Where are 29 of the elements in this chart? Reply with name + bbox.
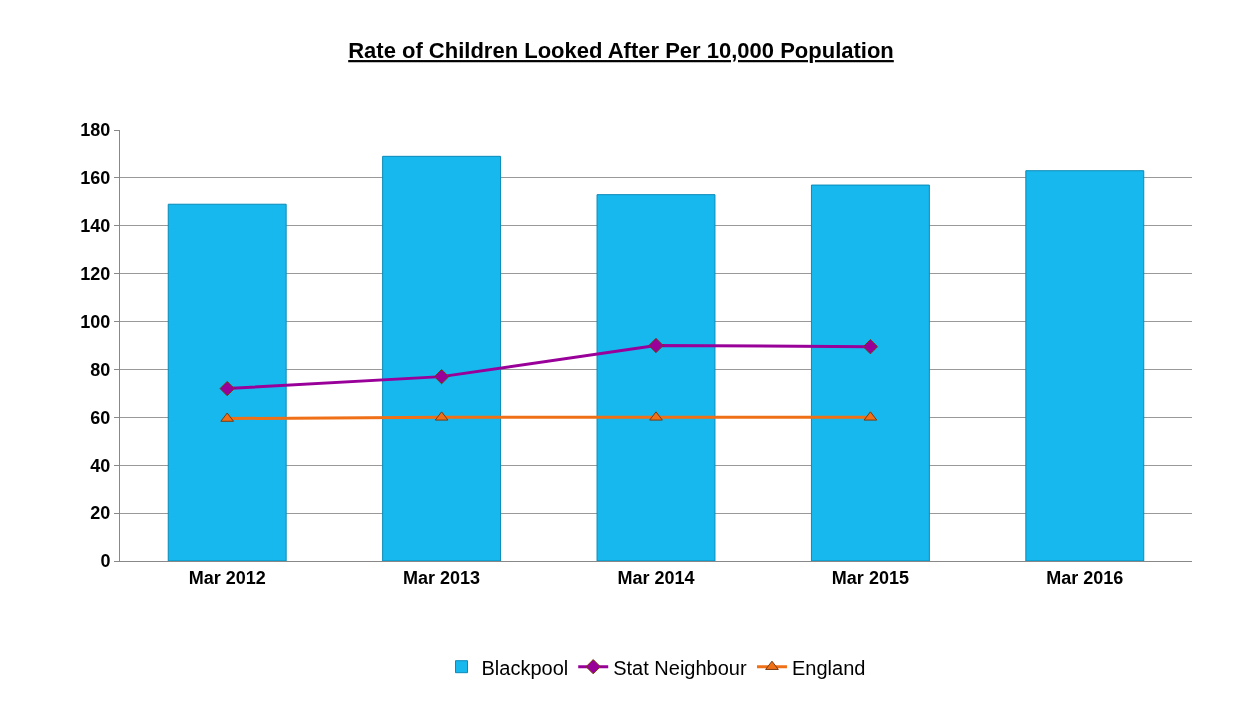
bar: [382, 155, 502, 561]
y-tick-label: 40: [90, 455, 111, 476]
y-tick-label: 60: [90, 407, 111, 428]
y-tick-label: 180: [80, 120, 111, 141]
bar: [1025, 170, 1145, 561]
bar: [167, 203, 287, 561]
x-tick-label: Mar 2013: [403, 567, 481, 588]
x-tick-label: Mar 2014: [617, 567, 695, 588]
legend-label: Blackpool: [481, 656, 569, 679]
point: [862, 339, 879, 355]
x-tick-label: Mar 2015: [831, 567, 909, 588]
bar: [596, 194, 716, 561]
y-tick-label: 80: [90, 359, 111, 380]
x-tick-label: Mar 2012: [188, 567, 266, 588]
y-tick-label: 160: [80, 168, 111, 189]
point: [648, 337, 664, 354]
y-tick-label: 100: [80, 311, 111, 332]
legend-label: England: [791, 656, 866, 679]
point: [649, 411, 663, 421]
y-tick-label: 20: [90, 503, 111, 524]
legend-label: Stat Neighbour: [613, 656, 747, 679]
chart-title: Rate of Children Looked After Per 10,000 Population: [348, 38, 894, 64]
point: [433, 368, 450, 385]
y-tick-label: 0: [100, 551, 111, 572]
bar: [810, 184, 930, 561]
point: [219, 380, 235, 397]
y-tick-label: 120: [80, 263, 111, 284]
x-tick-label: Mar 2016: [1046, 567, 1124, 588]
y-tick-label: 140: [80, 216, 111, 237]
